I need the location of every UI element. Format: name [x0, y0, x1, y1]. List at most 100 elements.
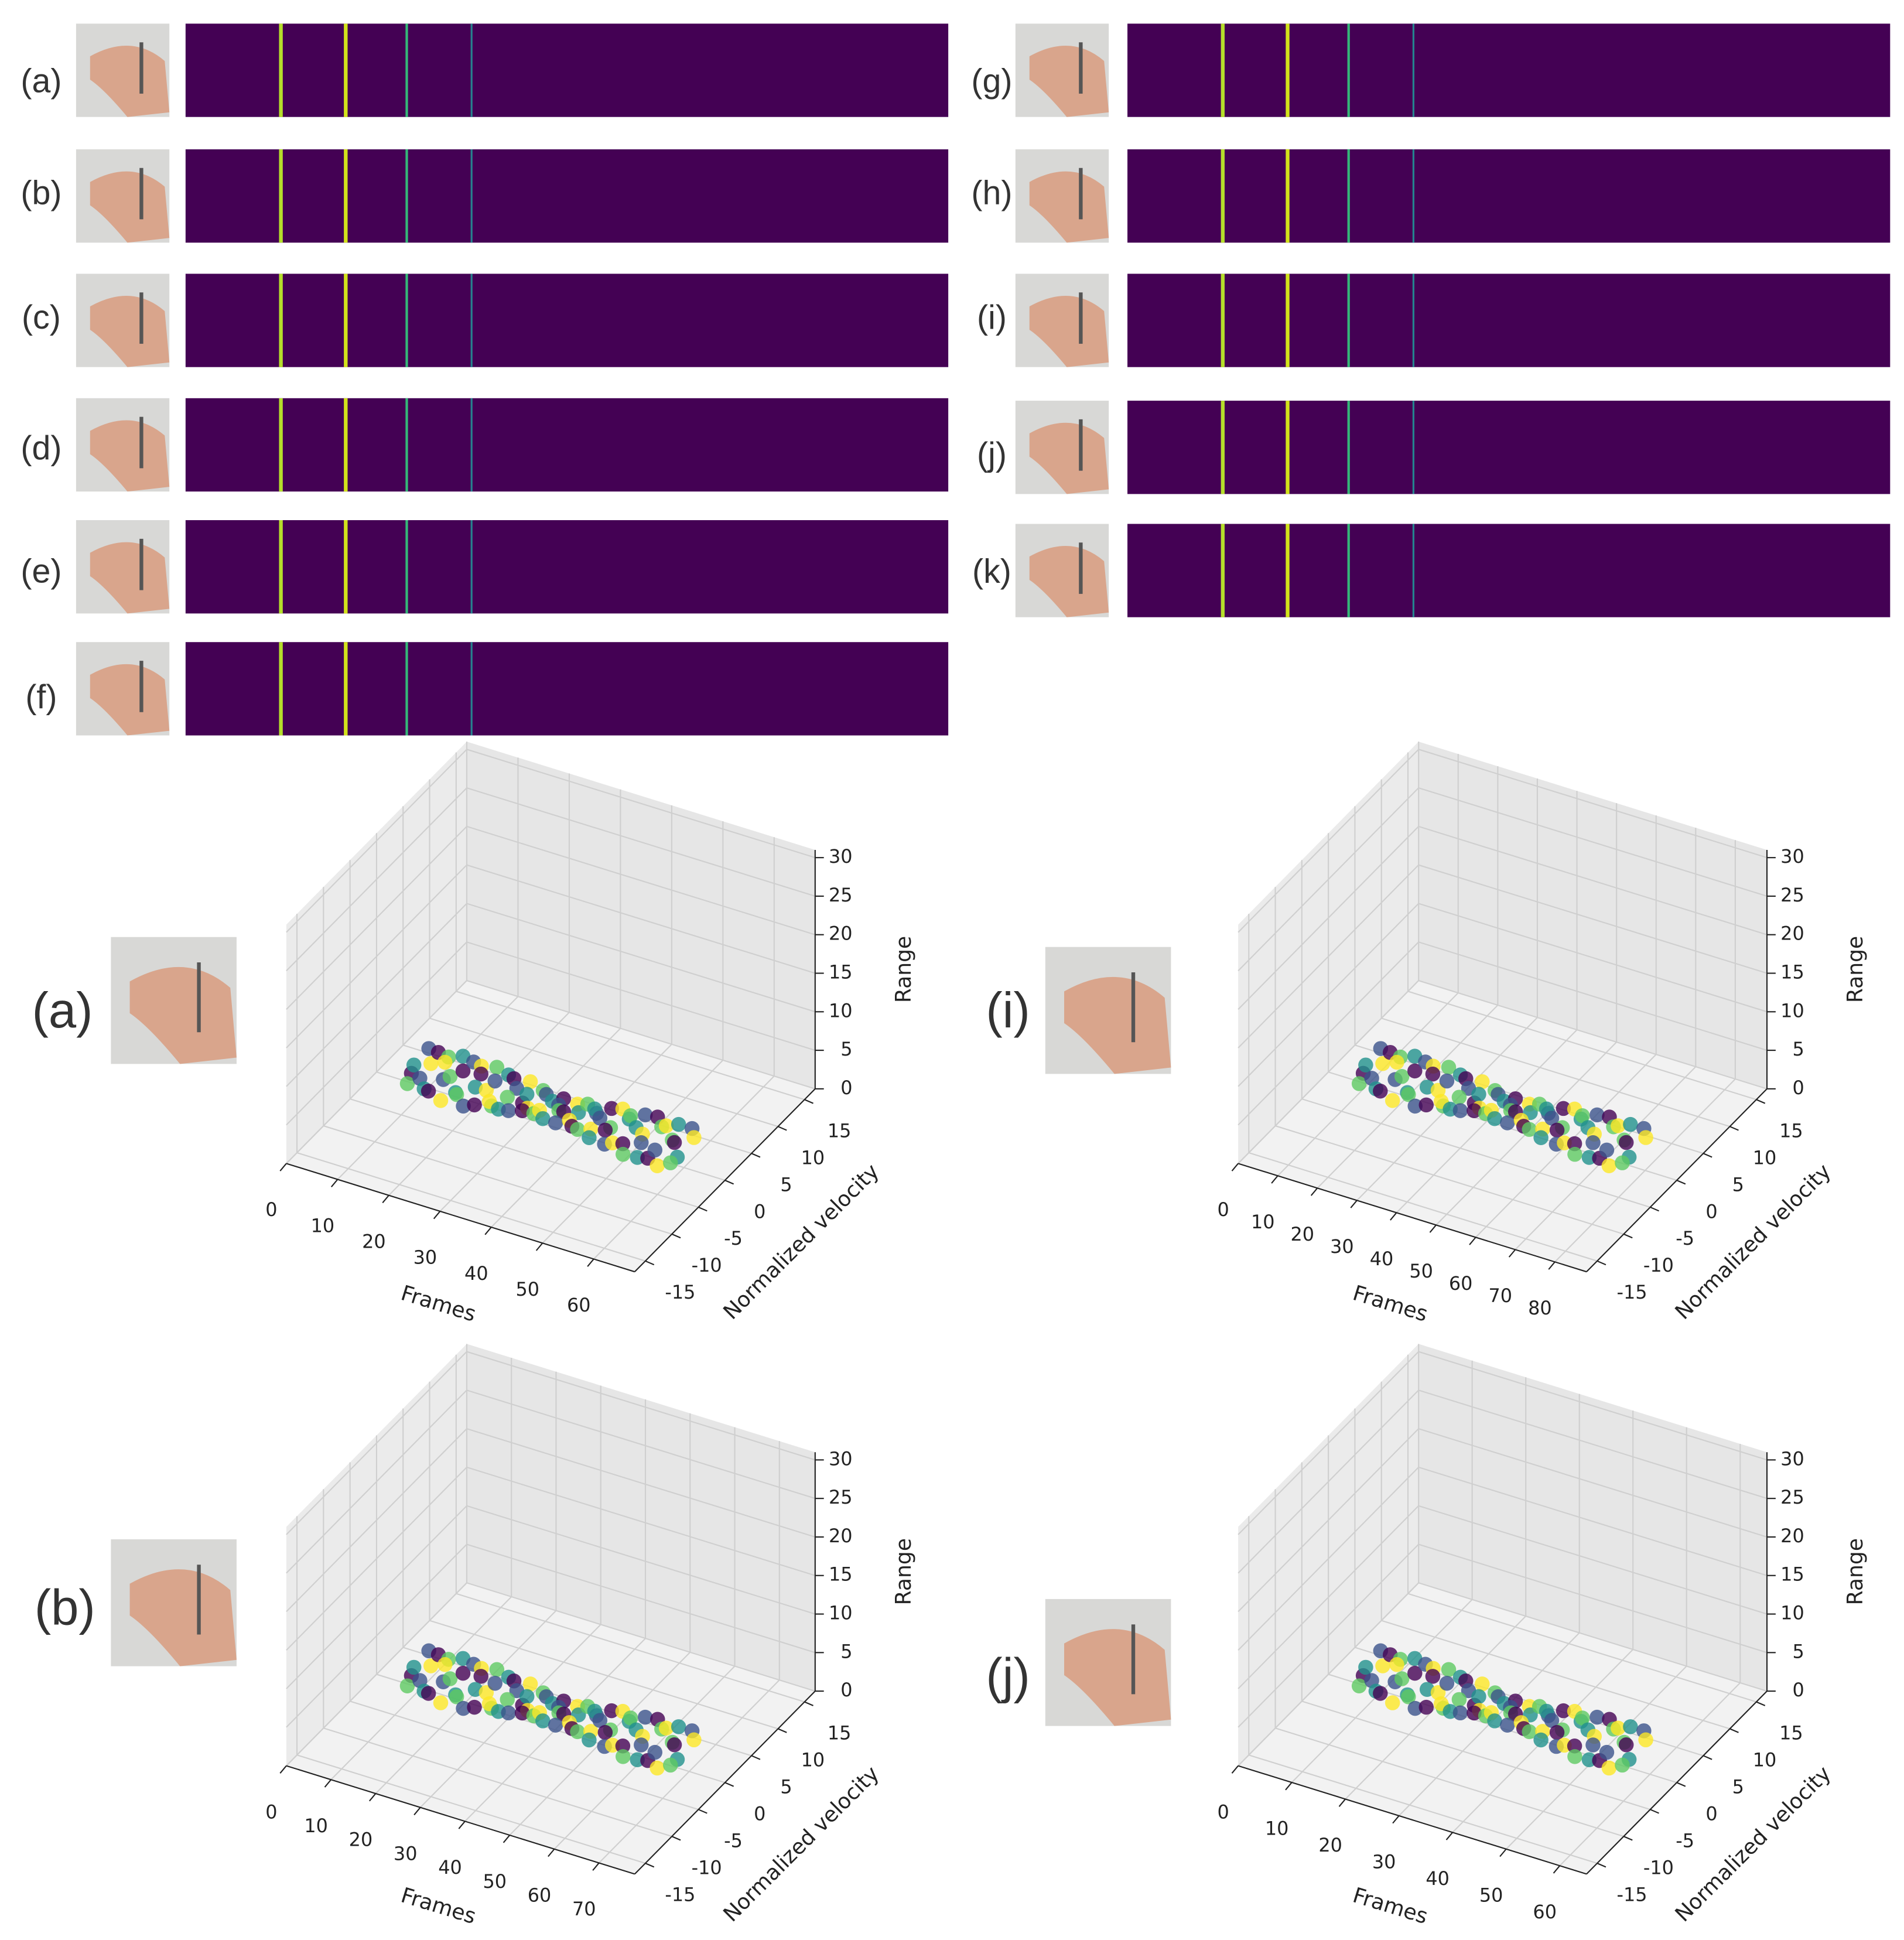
grid-line: [1418, 1428, 1768, 1538]
point-cloud: [467, 1699, 482, 1715]
tick-mark: [382, 1195, 389, 1204]
panel-label: (c): [22, 299, 61, 336]
point-cloud: [1351, 1076, 1367, 1091]
tick-mark: [330, 1179, 339, 1187]
z-axis-label: Range: [891, 936, 916, 1003]
z-tick-label: 5: [840, 1038, 852, 1060]
point-cloud: [1439, 1676, 1455, 1691]
point-cloud: [1373, 1686, 1388, 1701]
y-tick-label: 15: [1779, 1119, 1803, 1142]
grid-line: [1418, 980, 1768, 1089]
tick-mark: [671, 1233, 681, 1239]
point-cloud: [1589, 1709, 1605, 1725]
tick-mark: [1623, 1233, 1633, 1239]
point-cloud: [456, 1700, 471, 1716]
x-tick-label: 80: [1528, 1297, 1552, 1319]
axis-line: [1238, 1765, 1587, 1875]
tick-mark: [1271, 1175, 1279, 1184]
point-cloud: [616, 1749, 631, 1764]
y-tick-label: -15: [665, 1883, 695, 1905]
grid-line: [1238, 1428, 1419, 1613]
grid-line: [1238, 749, 1419, 933]
point-cloud: [1467, 1103, 1482, 1118]
tick-mark: [1623, 1836, 1633, 1841]
point-cloud: [1638, 1130, 1653, 1145]
z-tick-label: 0: [1792, 1077, 1804, 1099]
point-cloud: [1549, 1724, 1565, 1740]
axis-line: [1238, 1163, 1587, 1273]
panel-label: (g): [971, 62, 1012, 100]
z-tick-label: 20: [829, 923, 853, 945]
point-cloud: [663, 1757, 678, 1773]
y-tick-label: 10: [1753, 1749, 1777, 1771]
point-cloud: [449, 1087, 464, 1102]
point-cloud: [455, 1063, 471, 1079]
grid-line: [286, 1505, 467, 1689]
grid-line: [1275, 1125, 1624, 1235]
tick-mark: [1231, 1765, 1239, 1774]
tick-mark: [1445, 1832, 1453, 1840]
y-tick-label: -10: [1643, 1254, 1674, 1276]
tick-mark: [698, 1809, 707, 1814]
point-cloud: [1544, 1111, 1560, 1126]
tick-mark: [548, 1849, 555, 1857]
hand: [1029, 546, 1109, 617]
point-cloud: [1439, 1073, 1455, 1089]
hand: [1029, 46, 1109, 117]
grid-line: [1238, 864, 1419, 1048]
point-cloud: [1500, 1115, 1515, 1130]
y-tick-label: 5: [780, 1776, 792, 1798]
tick-mark: [1676, 1180, 1686, 1185]
point-cloud: [616, 1146, 631, 1162]
point-cloud: [634, 1135, 649, 1150]
point-cloud: [1471, 1087, 1486, 1102]
point-cloud: [1549, 1122, 1565, 1138]
hand: [129, 1569, 237, 1666]
panel-label: (a): [20, 62, 61, 100]
point-cloud: [437, 1054, 453, 1070]
panel-label: (j): [977, 436, 1007, 473]
point-cloud: [519, 1087, 535, 1102]
point-cloud: [1575, 1710, 1590, 1726]
grid-line: [466, 941, 816, 1051]
hand: [90, 542, 170, 614]
grid-line: [286, 1543, 467, 1728]
point-cloud: [1389, 1054, 1404, 1070]
z-tick-label: 25: [829, 1486, 853, 1508]
panel-label: (e): [20, 553, 61, 590]
grid-line: [1418, 825, 1768, 935]
spectrogram: [1127, 149, 1891, 243]
point-cloud: [515, 1705, 530, 1721]
tick-mark: [777, 1126, 787, 1131]
point-cloud: [1475, 1676, 1490, 1692]
point-cloud: [1567, 1739, 1582, 1754]
y-tick-label: -5: [724, 1227, 743, 1249]
grid-line: [1418, 749, 1768, 859]
point-cloud: [637, 1709, 653, 1725]
z-tick-label: 25: [1780, 1486, 1804, 1508]
grid-line: [1238, 787, 1419, 972]
tick-mark: [458, 1821, 466, 1829]
point-cloud: [1487, 1713, 1502, 1729]
grid-line: [456, 991, 805, 1101]
grid-line: [1418, 1543, 1768, 1654]
tick-mark: [1499, 1849, 1507, 1857]
tick-mark: [804, 1701, 813, 1706]
point-cloud: [1522, 1724, 1537, 1740]
grid-line: [1238, 1351, 1419, 1535]
tick-mark: [484, 1227, 492, 1235]
point-cloud: [582, 1130, 597, 1145]
z-axis-label: Range: [1843, 1538, 1868, 1605]
point-cloud: [1451, 1692, 1467, 1707]
point-cloud: [637, 1107, 653, 1123]
point-cloud: [515, 1103, 530, 1118]
point-cloud: [500, 1692, 515, 1707]
x-tick-label: 70: [1489, 1285, 1513, 1307]
point-cloud: [615, 1136, 631, 1152]
y-tick-label: -5: [724, 1829, 743, 1852]
point-cloud: [1385, 1695, 1400, 1710]
grid-line: [286, 787, 467, 972]
point-cloud: [1451, 1089, 1467, 1105]
tick-mark: [413, 1806, 421, 1816]
grid-line: [1418, 903, 1768, 1013]
